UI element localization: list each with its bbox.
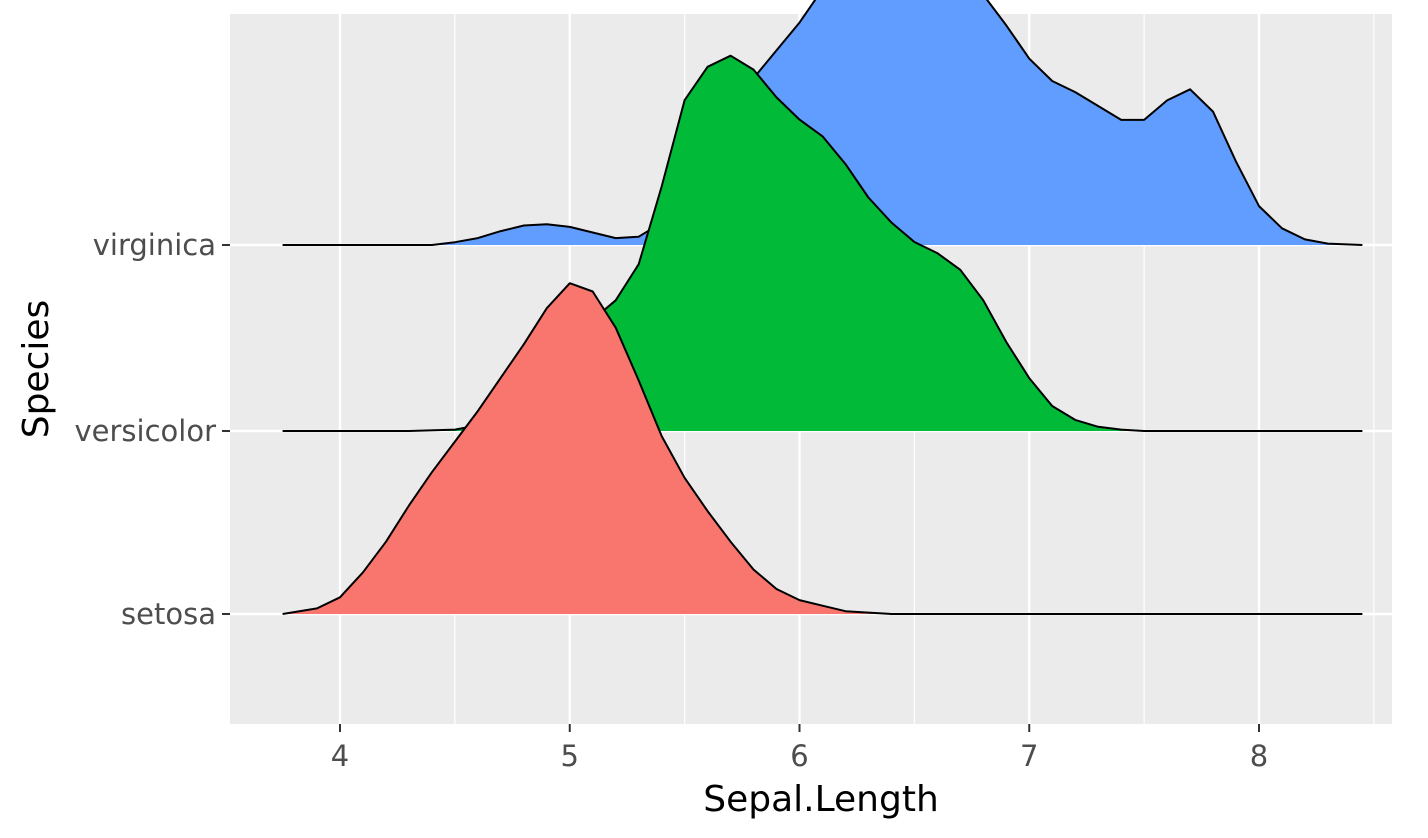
ridge-setosa: [282, 282, 1363, 615]
x-tick-label: 6: [790, 739, 808, 773]
x-tick-label: 8: [1250, 739, 1268, 773]
ridge-fill-virginica: [282, 0, 1363, 245]
y-axis-title: Species: [16, 300, 57, 439]
y-tick-label: setosa: [121, 597, 216, 631]
x-axis-title: Sepal.Length: [703, 779, 939, 820]
x-tick-label: 5: [561, 739, 579, 773]
x-tick-label: 4: [331, 739, 349, 773]
ridge-fill-setosa: [282, 283, 1363, 614]
y-tick-label: virginica: [93, 228, 216, 262]
y-tick-label: versicolor: [74, 414, 216, 448]
ridge-outline-setosa: [282, 282, 1363, 615]
density-ridges: [282, 0, 1363, 615]
ridge-virginica: [282, 0, 1363, 246]
axis-ticks: 4 5 6 7 8 setosa versicolor virginica: [74, 228, 1268, 773]
ridge-outline-virginica: [282, 0, 1363, 246]
x-tick-label: 7: [1020, 739, 1038, 773]
ridge-fill-versicolor: [282, 55, 1363, 431]
